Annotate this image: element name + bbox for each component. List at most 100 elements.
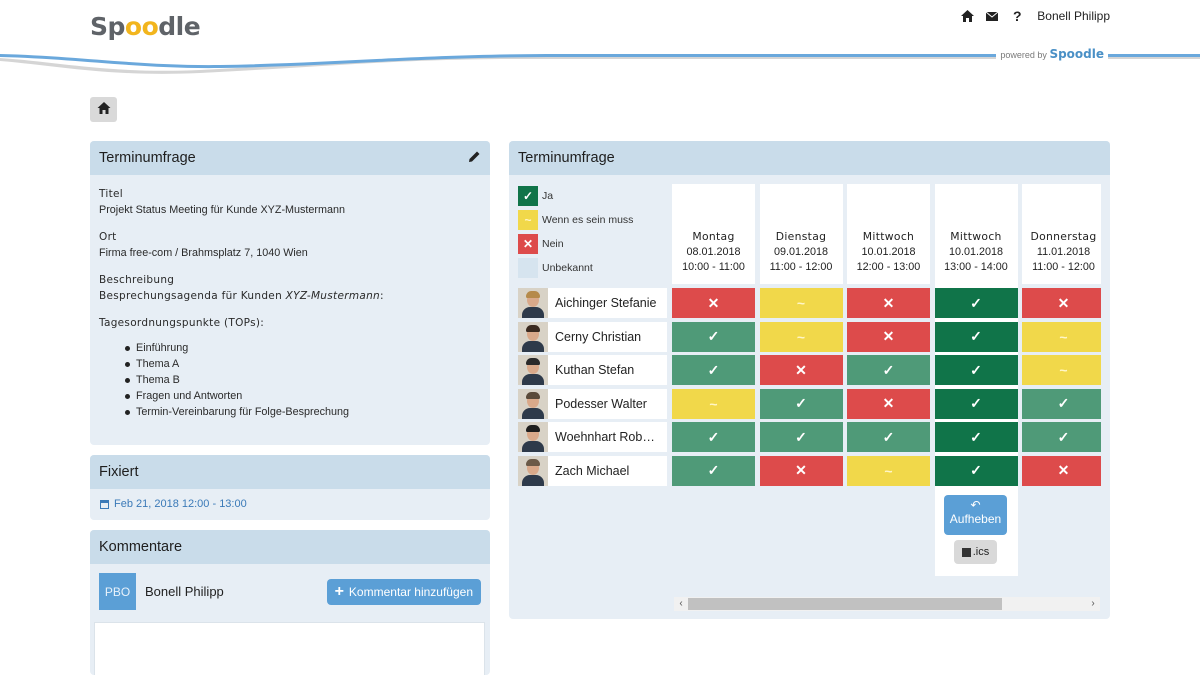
vote-cell-ja[interactable]: ✓ (672, 321, 755, 352)
date-column[interactable]: Mittwoch 10.01.2018 12:00 - 13:00 (847, 184, 930, 284)
panel-header: Fixiert (90, 455, 490, 489)
vote-legend: ✓ Ja ~ Wenn es sein muss ✕ Nein Unbekann… (518, 184, 633, 280)
avatar (518, 388, 548, 419)
column-time: 13:00 - 14:00 (944, 261, 1008, 273)
vote-cell-nein[interactable]: ✕ (1022, 288, 1101, 318)
add-comment-button[interactable]: + Kommentar hinzufügen (326, 578, 481, 605)
plus-icon: + (334, 582, 344, 600)
panel-header: Terminumfrage (90, 141, 490, 175)
panel-title: Kommentare (99, 539, 183, 555)
vote-cell-wenn-es-sein-muss[interactable]: ~ (847, 455, 930, 486)
date-column[interactable]: Donnerstag 11.01.2018 11:00 - 12:00 (1022, 184, 1101, 284)
participant-name: Aichinger Stefanie (555, 296, 657, 310)
participant-name: Kuthan Stefan (555, 363, 635, 377)
vote-cell-ja[interactable]: ✓ (934, 455, 1018, 486)
vote-cell-wenn-es-sein-muss[interactable]: ~ (759, 321, 843, 352)
list-item: Thema B (125, 372, 481, 388)
column-day: Mittwoch (862, 230, 915, 243)
vote-cell-ja[interactable]: ✓ (1022, 388, 1101, 419)
spoodle-logo[interactable]: Spoodle (90, 12, 201, 41)
participant-row: Podesser Walter (518, 388, 667, 419)
avatar (518, 455, 548, 486)
vote-cell-nein[interactable]: ✕ (759, 355, 843, 385)
vote-cell-nein[interactable]: ✕ (847, 321, 930, 352)
panel-header: Terminumfrage (509, 141, 1110, 175)
vote-cell-nein[interactable]: ✕ (847, 388, 930, 419)
participant-list: Aichinger Stefanie Cerny Christian Kuthan … (518, 288, 667, 489)
home-button[interactable] (90, 97, 117, 122)
calendar-icon (100, 499, 109, 509)
column-day: Dienstag (775, 230, 827, 243)
ics-download-button[interactable]: .ics (954, 540, 997, 564)
undo-icon: ↶ (970, 498, 981, 512)
vote-cell-ja[interactable]: ✓ (759, 388, 843, 419)
scroll-right-icon[interactable]: › (1091, 598, 1095, 609)
vote-cell-ja[interactable]: ✓ (672, 355, 755, 385)
vote-cell-ja[interactable]: ✓ (759, 422, 843, 452)
titel-label: Titel (99, 188, 124, 200)
comment-user-name: Bonell Philipp (145, 584, 224, 599)
fixed-date-link[interactable]: Feb 21, 2018 12:00 - 13:00 (90, 489, 490, 519)
list-item: Einführung (125, 340, 481, 356)
vote-cell-ja[interactable]: ✓ (672, 455, 755, 486)
beschreibung-value: Besprechungsagenda für Kunden XYZ-Muster… (99, 290, 384, 302)
beschreibung-label: Beschreibung (99, 274, 175, 286)
avatar (518, 355, 548, 385)
vote-cell-wenn-es-sein-muss[interactable]: ~ (672, 388, 755, 419)
vote-cell-wenn-es-sein-muss[interactable]: ~ (759, 288, 843, 318)
top-navigation: ? Bonell Philipp (960, 8, 1110, 24)
participant-row: Aichinger Stefanie (518, 288, 667, 318)
vote-cell-wenn-es-sein-muss[interactable]: ~ (1022, 321, 1101, 352)
column-day: Mittwoch (950, 230, 1002, 243)
participant-row: Cerny Christian (518, 321, 667, 352)
participant-name: Zach Michael (555, 463, 630, 478)
tops-list: Einführung Thema A Thema B Fragen und An… (125, 340, 481, 420)
home-icon[interactable] (960, 9, 974, 23)
vote-cell-ja[interactable]: ✓ (1022, 422, 1101, 452)
date-columns: Montag 08.01.2018 10:00 - 11:00 ✕ ✓ ✓ ~ ✓ ✓ Diens… (672, 184, 1101, 618)
ort-value: Firma free-com / Brahmsplatz 7, 1040 Wie… (99, 247, 308, 259)
vote-cell-nein[interactable]: ✕ (847, 288, 930, 318)
column-date: 08.01.2018 (686, 245, 741, 258)
vote-cell-ja[interactable]: ✓ (934, 355, 1018, 385)
panel-header: Kommentare (90, 530, 490, 564)
column-date: 10.01.2018 (948, 245, 1004, 258)
column-date: 11.01.2018 (1036, 245, 1091, 258)
list-item: Fragen und Antworten (125, 388, 481, 404)
home-icon (97, 101, 111, 119)
vote-cell-wenn-es-sein-muss[interactable]: ~ (1022, 355, 1101, 385)
vote-cell-ja[interactable]: ✓ (672, 422, 755, 452)
date-column[interactable]: Dienstag 09.01.2018 11:00 - 12:00 (759, 184, 843, 284)
mail-icon[interactable] (985, 9, 999, 23)
aufheben-button[interactable]: ↶ Aufheben (944, 495, 1007, 535)
column-date: 09.01.2018 (773, 245, 829, 258)
avatar (518, 422, 548, 452)
vote-cell-ja[interactable]: ✓ (934, 422, 1018, 452)
vote-cell-ja[interactable]: ✓ (847, 355, 930, 385)
scrollbar-thumb[interactable] (688, 598, 1002, 610)
help-icon[interactable]: ? (1013, 8, 1022, 24)
vote-cell-nein[interactable]: ✕ (672, 288, 755, 318)
tops-label: Tagesordnungspunkte (TOPs): (99, 317, 265, 329)
horizontal-scrollbar[interactable]: ‹ › (674, 597, 1100, 611)
vote-cell-nein[interactable]: ✕ (1022, 455, 1101, 486)
column-day: Montag (692, 230, 735, 243)
list-item: Termin-Vereinbarung für Folge-Besprechun… (125, 404, 481, 420)
list-item: Thema A (125, 356, 481, 372)
date-column[interactable]: Montag 08.01.2018 10:00 - 11:00 (672, 184, 755, 284)
avatar (518, 321, 548, 352)
current-user-name[interactable]: Bonell Philipp (1037, 9, 1110, 23)
legend-item-wenn-es-sein-muss: ~ Wenn es sein muss (518, 208, 633, 232)
legend-item-unbekannt: Unbekannt (518, 256, 633, 280)
scroll-left-icon[interactable]: ‹ (679, 598, 683, 609)
vote-cell-nein[interactable]: ✕ (759, 455, 843, 486)
vote-cell-ja[interactable]: ✓ (847, 422, 930, 452)
poll-details-panel: Terminumfrage Titel Projekt Status Meeti… (90, 141, 490, 445)
vote-cell-ja[interactable]: ✓ (934, 288, 1018, 318)
vote-cell-ja[interactable]: ✓ (934, 388, 1018, 419)
cross-icon: ✕ (518, 234, 538, 254)
comment-textarea[interactable] (94, 622, 485, 675)
vote-cell-ja[interactable]: ✓ (934, 321, 1018, 352)
edit-pencil-icon[interactable] (468, 150, 481, 167)
participant-row: Woehnhart Rob… (518, 422, 667, 452)
